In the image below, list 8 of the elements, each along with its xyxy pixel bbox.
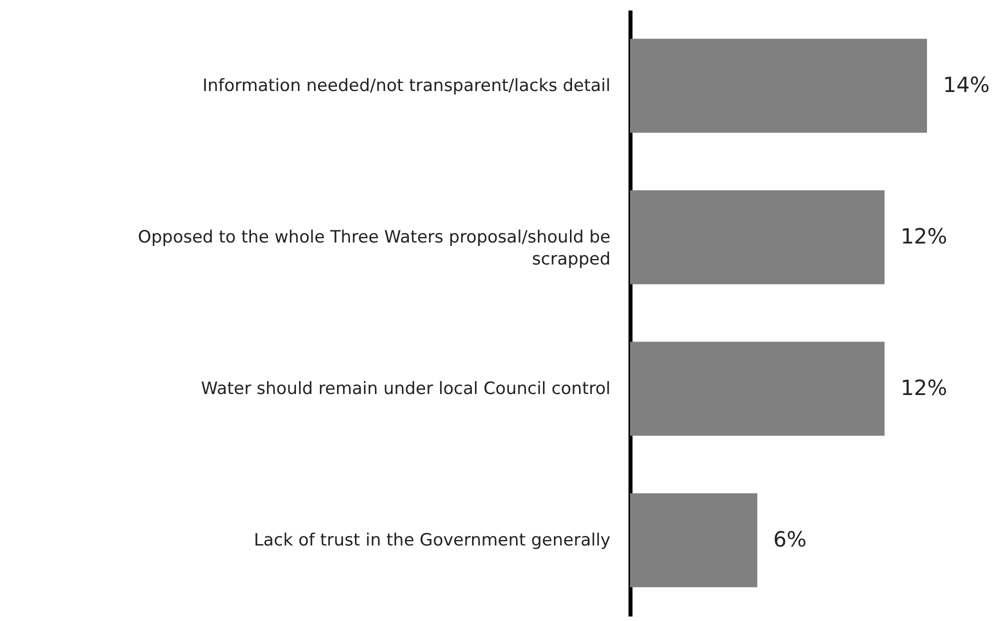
y-tick-label: Opposed to the whole Three Waters proposal/should be scrapped [138, 227, 610, 270]
data-label: 12% [900, 224, 948, 248]
y-tick-label: Water should remain under local Council control [201, 378, 610, 399]
data-label: 14% [943, 72, 990, 97]
y-tick-label: Lack of trust in the Government generally [254, 530, 610, 550]
data-label: 12% [900, 376, 948, 400]
y-tick-label: Information needed/not transparent/lacks detail [202, 76, 610, 96]
data-label: 6% [773, 527, 807, 552]
